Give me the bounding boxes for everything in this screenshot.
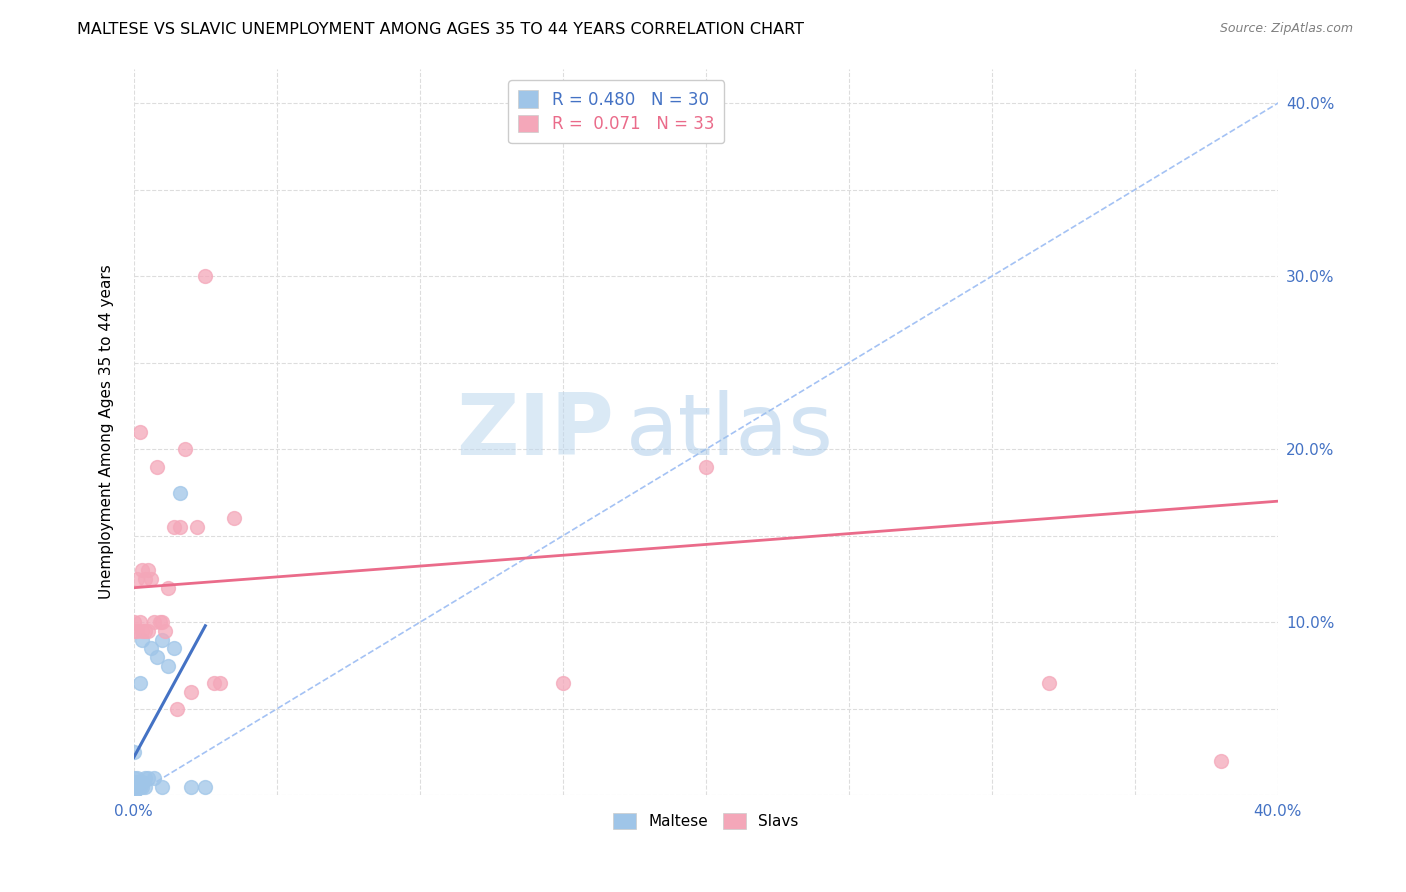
Legend: Maltese, Slavs: Maltese, Slavs (607, 806, 804, 835)
Text: atlas: atlas (626, 391, 834, 474)
Point (1209, 754, 1232, 768)
Point (186, 520, 208, 534)
Point (128, 425, 150, 439)
Point (169, 485, 191, 500)
Point (145, 459, 167, 474)
Point (155, 624, 177, 638)
Text: ZIP: ZIP (457, 391, 614, 474)
Point (169, 520, 191, 534)
Point (136, 771, 159, 785)
Point (194, 269, 217, 284)
Point (122, 781, 145, 796)
Point (1038, 676, 1060, 690)
Point (157, 658, 180, 673)
Point (145, 649, 167, 664)
Point (125, 624, 148, 638)
Point (163, 641, 186, 656)
Point (125, 572, 148, 586)
Point (131, 780, 153, 794)
Point (122, 624, 145, 638)
Point (125, 771, 148, 785)
Point (194, 780, 217, 794)
Point (131, 624, 153, 638)
Point (163, 520, 186, 534)
Point (139, 572, 162, 586)
Point (125, 780, 148, 794)
Point (128, 774, 150, 789)
Point (134, 624, 156, 638)
Point (139, 641, 162, 656)
Text: Source: ZipAtlas.com: Source: ZipAtlas.com (1219, 22, 1353, 36)
Point (128, 780, 150, 794)
Point (131, 774, 153, 789)
Point (174, 442, 197, 457)
Point (136, 563, 159, 577)
Point (131, 563, 153, 577)
Point (166, 702, 188, 716)
Text: MALTESE VS SLAVIC UNEMPLOYMENT AMONG AGES 35 TO 44 YEARS CORRELATION CHART: MALTESE VS SLAVIC UNEMPLOYMENT AMONG AGE… (77, 22, 804, 37)
Point (131, 632, 153, 647)
Point (131, 776, 153, 790)
Point (142, 615, 165, 630)
Point (157, 581, 180, 595)
Y-axis label: Unemployment Among Ages 35 to 44 years: Unemployment Among Ages 35 to 44 years (100, 265, 114, 599)
Point (551, 676, 574, 690)
Point (152, 615, 174, 630)
Point (695, 459, 717, 474)
Point (122, 789, 145, 803)
Point (208, 676, 231, 690)
Point (122, 771, 145, 785)
Point (202, 676, 225, 690)
Point (142, 771, 165, 785)
Point (122, 774, 145, 789)
Point (122, 745, 145, 759)
Point (222, 511, 245, 525)
Point (180, 684, 202, 698)
Point (152, 780, 174, 794)
Point (122, 615, 145, 630)
Point (125, 774, 148, 789)
Point (134, 780, 156, 794)
Point (152, 632, 174, 647)
Point (134, 771, 156, 785)
Point (128, 676, 150, 690)
Point (128, 615, 150, 630)
Point (134, 572, 156, 586)
Point (122, 778, 145, 792)
Point (122, 785, 145, 799)
Point (180, 780, 202, 794)
Point (136, 624, 159, 638)
Point (148, 615, 170, 630)
